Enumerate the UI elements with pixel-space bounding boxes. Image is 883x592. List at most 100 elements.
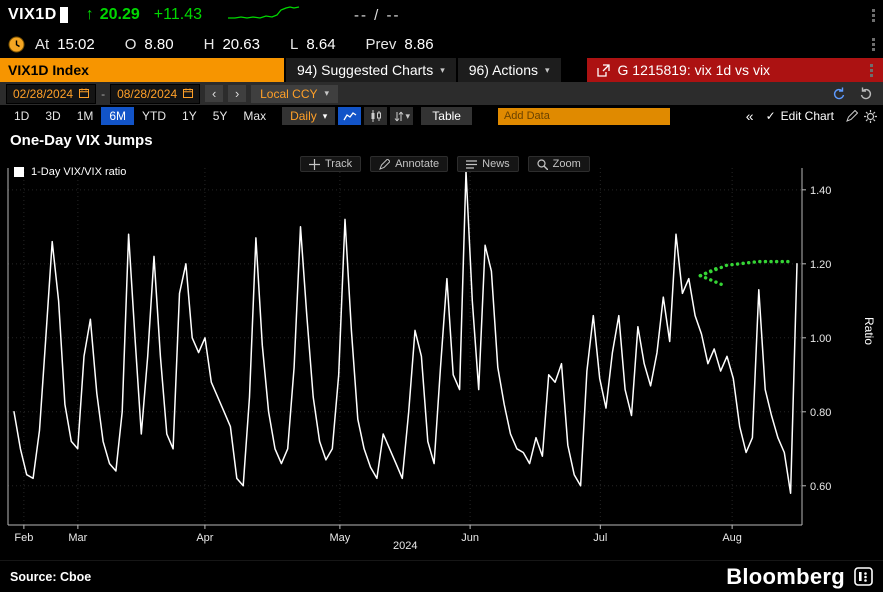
tool-annotate-button[interactable]: Annotate (370, 156, 449, 172)
chevron-down-icon: ▾ (440, 64, 445, 75)
bid-ask: -- / -- (354, 6, 401, 24)
add-data-input[interactable] (497, 107, 670, 125)
next-period-button[interactable]: › (228, 85, 247, 102)
currency-label: Local CCY (260, 86, 318, 101)
date-separator: - (101, 86, 106, 101)
price-plot[interactable]: 0.60 0.80 1.00 1.20 1.40 Feb Mar Apr May Jun Jul Au… (0, 127, 883, 560)
start-date-field[interactable]: 02/28/2024 (6, 83, 97, 104)
price-change: +11.43 (153, 6, 202, 23)
legend-label: 1-Day VIX/VIX ratio (31, 166, 127, 178)
prev-value: 8.86 (404, 35, 434, 53)
legend[interactable]: 1-Day VIX/VIX ratio (14, 166, 126, 178)
calendar-icon (79, 87, 90, 101)
y-axis-tick: 1.00 (810, 333, 831, 345)
gear-icon[interactable] (864, 109, 877, 123)
low-value: 8.64 (306, 35, 336, 53)
range-button-5y[interactable]: 5Y (212, 109, 228, 123)
line-chart-type-button[interactable] (338, 107, 362, 125)
daterange-row: 02/28/2024 - 08/28/2024 ‹ › Local CCY ▾ (0, 82, 883, 105)
open-label: O (124, 35, 137, 53)
frequency-selector[interactable]: Daily ▾ (282, 107, 336, 125)
range-button-1d[interactable]: 1D (14, 109, 30, 123)
clock-icon (8, 36, 25, 53)
text-cursor (59, 7, 68, 23)
at-label: At (35, 35, 50, 53)
x-axis-tick: Jul (593, 532, 607, 544)
end-date-field[interactable]: 08/28/2024 (110, 83, 201, 104)
annotation-arrowhead (698, 265, 722, 278)
prev-period-button[interactable]: ‹ (205, 85, 224, 102)
tool-news-button[interactable]: News (457, 156, 519, 172)
check-icon: ✓ (765, 109, 776, 123)
collapse-panel-button[interactable]: « (745, 108, 754, 124)
x-axis-year-label: 2024 (393, 540, 418, 552)
chart-panel: 0.60 0.80 1.00 1.20 1.40 Feb Mar Apr May Jun Jul Au… (0, 127, 883, 560)
last-price: 20.29 (99, 6, 140, 23)
x-axis-tick: Mar (68, 532, 87, 544)
currency-selector[interactable]: Local CCY ▾ (251, 84, 339, 103)
range-button-6m[interactable]: 6M (101, 107, 135, 125)
annotation-arrowhead (698, 273, 724, 287)
edit-chart-button[interactable]: ✓ Edit Chart (760, 109, 840, 123)
chart-tab-label: G 1215819: vix 1d vs vix (617, 62, 771, 78)
x-axis-tick: Apr (196, 532, 213, 544)
tool-zoom-button[interactable]: Zoom (527, 156, 590, 172)
bloomberg-logo: Bloomberg (726, 564, 873, 590)
suggested-charts-menu[interactable]: 94) Suggested Charts ▾ (286, 58, 456, 82)
x-axis-tick: Jun (461, 532, 479, 544)
chart-settings-button[interactable]: ▾ (390, 107, 414, 125)
end-date-value: 08/28/2024 (117, 86, 178, 101)
series-line (13, 170, 798, 494)
ohlc-row: At 15:02 O 8.80 H 20.63 L 8.64 Prev 8.86 (0, 30, 883, 58)
export-icon (596, 63, 610, 77)
command-row: VIX1D Index 94) Suggested Charts ▾ 96) A… (0, 58, 883, 82)
actions-label: 96) Actions (468, 62, 538, 78)
legend-swatch (14, 167, 24, 177)
panel-grip-icon[interactable] (870, 63, 873, 77)
chevron-down-icon: ▾ (405, 110, 411, 121)
pencil-icon[interactable] (846, 110, 858, 122)
suggested-charts-label: 94) Suggested Charts (297, 62, 434, 78)
up-arrow-icon: ↑ (85, 6, 94, 23)
open-value: 8.80 (144, 35, 174, 53)
undo-button[interactable] (828, 87, 850, 101)
chevron-down-icon: ▾ (322, 110, 328, 121)
y-axis-tick: 1.20 (810, 259, 831, 271)
quote-row: VIX1D ↑ 20.29 +11.43 -- / -- (0, 0, 883, 30)
y-axis-tick: 0.60 (810, 481, 831, 493)
range-button-3d[interactable]: 3D (45, 109, 61, 123)
redo-button[interactable] (855, 87, 877, 101)
bloomberg-mark-icon (854, 567, 873, 586)
low-label: L (290, 35, 299, 53)
edit-chart-label: Edit Chart (780, 109, 834, 123)
chart-toolbar: 1D 3D 1M 6M YTD 1Y 5Y Max Daily ▾ ▾ Table « ✓ E… (0, 105, 883, 127)
table-button[interactable]: Table (421, 107, 472, 125)
y-axis-tick: 1.40 (810, 185, 831, 197)
candlestick-chart-type-button[interactable] (364, 107, 388, 125)
frequency-label: Daily (290, 109, 317, 123)
quote-time: 15:02 (57, 35, 95, 53)
start-date-value: 02/28/2024 (13, 86, 74, 101)
range-buttons: 1D 3D 1M 6M YTD 1Y 5Y Max (6, 107, 274, 125)
y-axis-tick: 0.80 (810, 407, 831, 419)
chart-title: One-Day VIX Jumps (10, 132, 153, 149)
chevron-down-icon: ▾ (545, 64, 550, 75)
range-button-1m[interactable]: 1M (76, 109, 94, 123)
chevron-down-icon: ▾ (324, 88, 330, 98)
panel-grip-icon[interactable] (872, 8, 875, 22)
security-field[interactable]: VIX1D Index (0, 58, 284, 82)
chart-tab[interactable]: G 1215819: vix 1d vs vix (586, 58, 883, 82)
range-button-ytd[interactable]: YTD (142, 109, 167, 123)
ticker-symbol: VIX1D (8, 6, 57, 23)
tool-track-button[interactable]: Track (300, 156, 362, 172)
footer: Source: Cboe Bloomberg (0, 560, 883, 592)
source-credit: Source: Cboe (10, 569, 92, 584)
range-button-1y[interactable]: 1Y (182, 109, 197, 123)
x-axis-tick: May (330, 532, 351, 544)
range-button-max[interactable]: Max (243, 109, 267, 123)
x-axis-tick: Aug (722, 532, 742, 544)
high-label: H (203, 35, 215, 53)
panel-grip-icon[interactable] (872, 37, 875, 51)
actions-menu[interactable]: 96) Actions ▾ (457, 58, 561, 82)
